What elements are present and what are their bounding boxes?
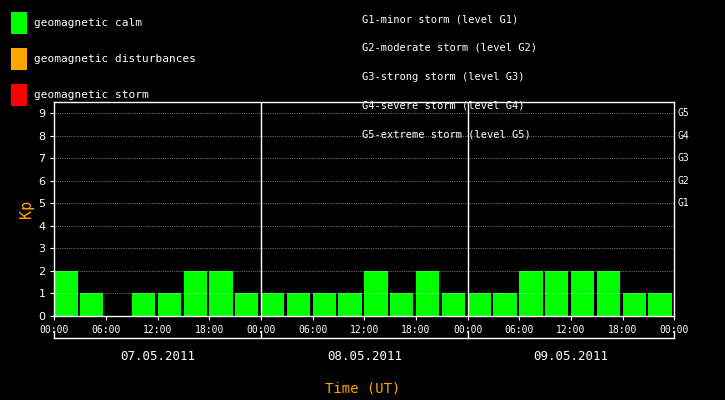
- Text: 07.05.2011: 07.05.2011: [120, 350, 195, 362]
- Text: G5: G5: [678, 108, 689, 118]
- Text: 08.05.2011: 08.05.2011: [327, 350, 402, 362]
- Bar: [235, 294, 258, 316]
- Bar: [416, 271, 439, 316]
- Bar: [519, 271, 542, 316]
- Text: G4-severe storm (level G4): G4-severe storm (level G4): [362, 100, 525, 110]
- Text: G1-minor storm (level G1): G1-minor storm (level G1): [362, 14, 519, 24]
- Bar: [597, 271, 620, 316]
- Bar: [132, 294, 155, 316]
- Text: G3: G3: [678, 153, 689, 163]
- Bar: [210, 271, 233, 316]
- Text: G5-extreme storm (level G5): G5-extreme storm (level G5): [362, 129, 531, 139]
- Text: G1: G1: [678, 198, 689, 208]
- Bar: [364, 271, 388, 316]
- Bar: [468, 294, 491, 316]
- Bar: [54, 271, 78, 316]
- Text: G3-strong storm (level G3): G3-strong storm (level G3): [362, 72, 525, 82]
- Bar: [571, 271, 594, 316]
- Bar: [648, 294, 671, 316]
- Bar: [623, 294, 646, 316]
- Bar: [390, 294, 413, 316]
- Text: geomagnetic calm: geomagnetic calm: [34, 18, 142, 28]
- Bar: [545, 271, 568, 316]
- Text: G2-moderate storm (level G2): G2-moderate storm (level G2): [362, 43, 537, 53]
- Text: G2: G2: [678, 176, 689, 186]
- Bar: [339, 294, 362, 316]
- Bar: [157, 294, 181, 316]
- Bar: [183, 271, 207, 316]
- Bar: [287, 294, 310, 316]
- Text: geomagnetic storm: geomagnetic storm: [34, 90, 149, 100]
- Bar: [80, 294, 104, 316]
- Bar: [494, 294, 517, 316]
- Text: G4: G4: [678, 131, 689, 141]
- Bar: [442, 294, 465, 316]
- Bar: [312, 294, 336, 316]
- Text: geomagnetic disturbances: geomagnetic disturbances: [34, 54, 196, 64]
- Text: Time (UT): Time (UT): [325, 381, 400, 395]
- Bar: [261, 294, 284, 316]
- Text: 09.05.2011: 09.05.2011: [534, 350, 608, 362]
- Y-axis label: Kp: Kp: [19, 200, 34, 218]
